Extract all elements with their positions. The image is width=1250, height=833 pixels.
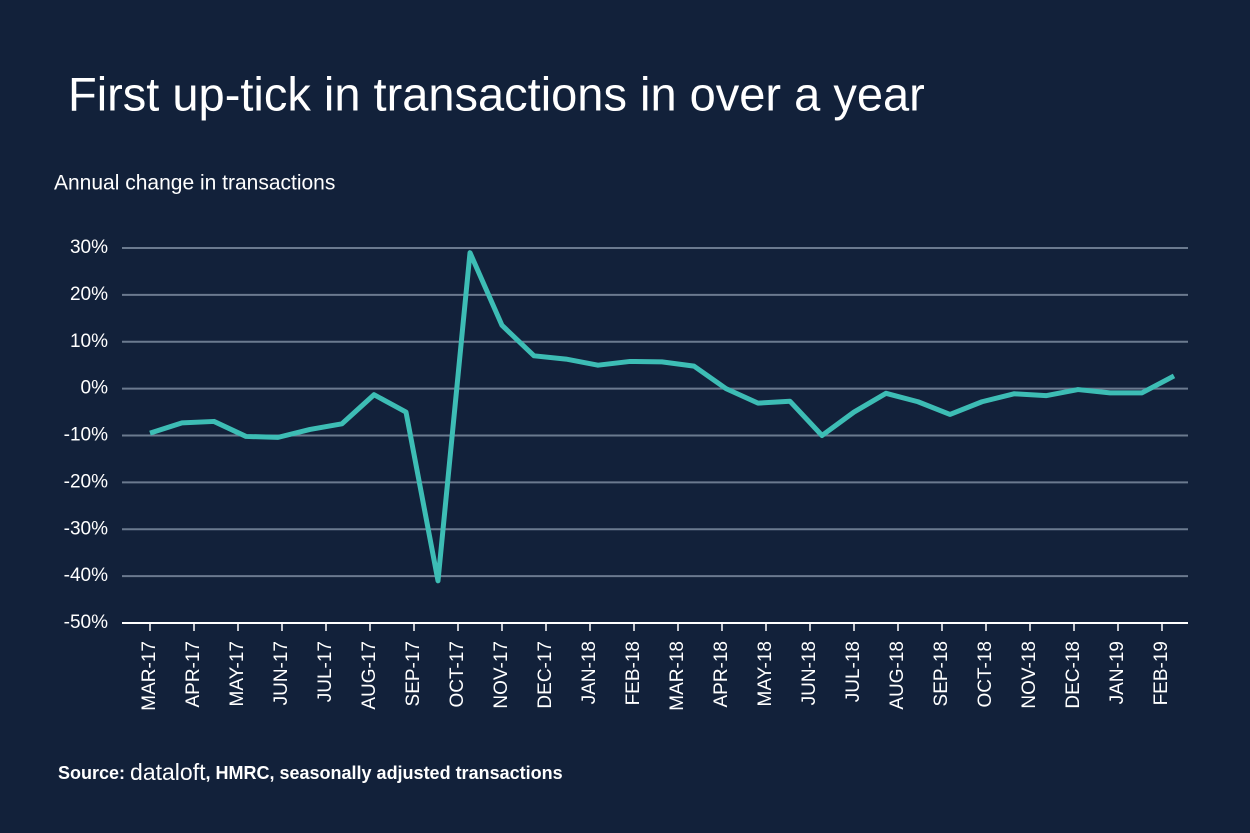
x-tick-label: MAR-18 (667, 641, 688, 711)
y-tick-label: -50% (64, 612, 108, 633)
x-tick-label: NOV-17 (491, 641, 512, 709)
y-tick-label: -20% (64, 471, 108, 492)
source-prefix: Source: (58, 763, 125, 783)
x-tick-label: JAN-18 (579, 641, 600, 704)
y-tick-label: 30% (70, 237, 108, 258)
source-brand: dataloft (130, 759, 206, 785)
y-tick-label: -10% (64, 425, 108, 446)
source-rest: , HMRC, seasonally adjusted transactions (206, 763, 563, 783)
x-tick-label: JAN-19 (1107, 641, 1128, 704)
x-tick-label: JUL-17 (315, 641, 336, 702)
x-tick-label: OCT-18 (975, 641, 996, 708)
x-tick-label: MAY-18 (755, 641, 776, 706)
y-tick-label: 20% (70, 284, 108, 305)
x-tick-label: SEP-18 (931, 641, 952, 706)
y-tick-label: 0% (81, 378, 109, 399)
x-tick-label: FEB-18 (623, 641, 644, 705)
x-tick-label: APR-17 (183, 641, 204, 708)
x-tick-label: JUN-17 (271, 641, 292, 705)
subtitle: Annual change in transactions (54, 172, 335, 195)
x-tick-label: AUG-17 (359, 641, 380, 710)
x-tick-label: FEB-19 (1151, 641, 1172, 705)
x-tick-label: NOV-18 (1019, 641, 1040, 709)
y-tick-label: -30% (64, 518, 108, 539)
x-tick-label: JUL-18 (843, 641, 864, 702)
x-tick-label: DEC-17 (535, 641, 556, 709)
y-tick-label: -40% (64, 565, 108, 586)
x-tick-label: SEP-17 (403, 641, 424, 706)
chart-title: First up-tick in transactions in over a … (68, 67, 925, 120)
x-tick-label: OCT-17 (447, 641, 468, 708)
x-tick-label: DEC-18 (1063, 641, 1084, 709)
x-tick-label: AUG-18 (887, 641, 908, 710)
y-tick-label: 10% (70, 331, 108, 352)
x-tick-label: APR-18 (711, 641, 732, 708)
x-tick-label: MAR-17 (139, 641, 160, 711)
x-tick-label: JUN-18 (799, 641, 820, 705)
source: Source: dataloft, HMRC, seasonally adjus… (58, 759, 563, 785)
line-series (149, 250, 1176, 584)
x-tick-label: MAY-17 (227, 641, 248, 706)
